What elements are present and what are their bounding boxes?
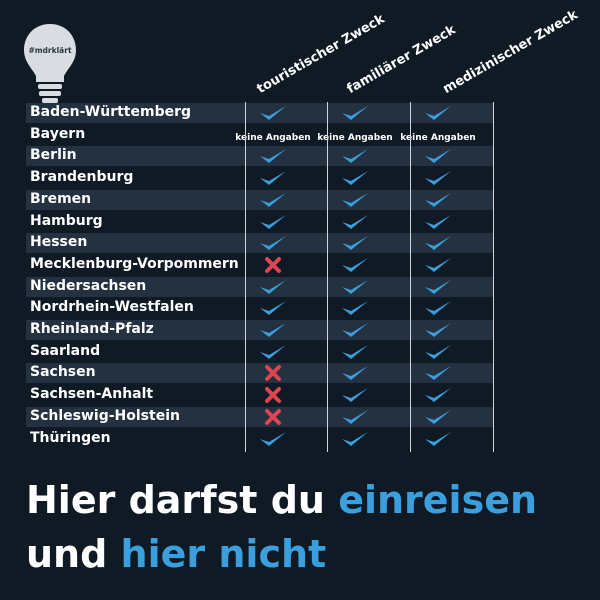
cross-icon	[234, 385, 312, 405]
logo-hashtag: #mdrklärt	[28, 46, 72, 55]
state-name: Rheinland-Pfalz	[30, 321, 154, 337]
check-icon	[234, 320, 312, 340]
table-row: Thüringen	[26, 429, 494, 449]
check-icon	[399, 277, 477, 297]
check-icon	[399, 103, 477, 123]
table-row: Nordrhein-Westfalen	[26, 298, 494, 318]
table-row: Berlin	[26, 146, 494, 167]
check-icon	[316, 233, 394, 253]
table-row: Rheinland-Pfalz	[26, 320, 494, 340]
check-icon	[316, 298, 394, 318]
check-icon	[316, 363, 394, 383]
check-icon	[399, 342, 477, 362]
column-divider	[327, 102, 328, 452]
check-icon	[316, 146, 394, 166]
state-name: Thüringen	[30, 429, 111, 446]
check-icon	[316, 277, 394, 297]
column-divider	[493, 102, 494, 452]
column-divider	[410, 102, 411, 452]
check-icon	[399, 233, 477, 253]
table-row: Bayern keine Angaben keine Angaben keine An…	[26, 125, 494, 145]
state-name: Bayern	[30, 125, 86, 142]
cross-icon	[234, 407, 312, 427]
state-name: Hessen	[30, 234, 88, 251]
headline-highlight: hier nicht	[120, 532, 327, 576]
check-icon	[399, 429, 477, 449]
check-icon	[399, 168, 477, 188]
check-icon	[234, 190, 312, 210]
state-name: Mecklenburg-Vorpommern	[30, 255, 239, 272]
table-row: Hessen	[26, 233, 494, 254]
check-icon	[399, 298, 477, 318]
state-name: Bremen	[30, 190, 92, 207]
headline-line-2: und hier nicht	[26, 532, 326, 576]
headline-text: Hier darfst du	[26, 478, 339, 522]
no-data-text: keine Angaben	[235, 132, 311, 143]
state-name: Sachsen	[30, 364, 96, 381]
table-row: Hamburg	[26, 212, 494, 232]
cross-icon	[234, 255, 312, 275]
state-name: Brandenburg	[30, 169, 134, 186]
check-icon	[234, 298, 312, 318]
check-icon	[399, 407, 477, 427]
table-row: Schleswig-Holstein	[26, 406, 494, 427]
check-icon	[316, 168, 394, 188]
check-icon	[234, 212, 312, 232]
table-row: Bremen	[26, 189, 494, 210]
headline-text: und	[26, 532, 121, 576]
table-row: Sachsen	[26, 363, 494, 384]
check-icon	[316, 342, 394, 362]
cross-icon	[234, 363, 312, 383]
table-row: Baden-Württemberg	[26, 103, 494, 123]
no-data-text: keine Angaben	[400, 132, 476, 143]
check-icon	[399, 255, 477, 275]
state-name: Saarland	[30, 342, 101, 359]
check-icon	[234, 429, 312, 449]
check-icon	[399, 146, 477, 166]
state-name: Nordrhein-Westfalen	[30, 299, 194, 316]
check-icon	[316, 320, 394, 340]
lightbulb-logo: #mdrklärt	[20, 20, 80, 110]
state-name: Niedersachsen	[30, 277, 147, 294]
check-icon	[399, 190, 477, 210]
state-name: Hamburg	[30, 212, 103, 229]
check-icon	[234, 103, 312, 123]
table-row: Sachsen-Anhalt	[26, 385, 494, 405]
check-icon	[399, 212, 477, 232]
state-name: Sachsen-Anhalt	[30, 386, 154, 403]
check-icon	[316, 103, 394, 123]
lightbulb-icon	[24, 24, 76, 103]
state-name: Schleswig-Holstein	[30, 407, 180, 424]
column-divider	[245, 102, 246, 452]
state-name: Berlin	[30, 147, 77, 164]
check-icon	[316, 429, 394, 449]
table-row: Brandenburg	[26, 168, 494, 188]
check-icon	[234, 168, 312, 188]
no-data-label: keine Angaben	[399, 125, 477, 145]
no-data-label: keine Angaben	[234, 125, 312, 145]
check-icon	[399, 385, 477, 405]
table-row: Niedersachsen	[26, 276, 494, 297]
check-icon	[316, 385, 394, 405]
check-icon	[316, 407, 394, 427]
no-data-label: keine Angaben	[316, 125, 394, 145]
table-row: Saarland	[26, 342, 494, 362]
check-icon	[316, 212, 394, 232]
headline-highlight: einreisen	[338, 478, 538, 522]
check-icon	[399, 320, 477, 340]
no-data-text: keine Angaben	[317, 132, 393, 143]
check-icon	[234, 277, 312, 297]
check-icon	[234, 146, 312, 166]
check-icon	[234, 233, 312, 253]
table-row: Mecklenburg-Vorpommern	[26, 255, 494, 275]
check-icon	[316, 255, 394, 275]
state-name: Baden-Württemberg	[30, 104, 192, 120]
check-icon	[316, 190, 394, 210]
check-icon	[234, 342, 312, 362]
headline-line-1: Hier darfst du einreisen	[26, 478, 537, 522]
check-icon	[399, 363, 477, 383]
